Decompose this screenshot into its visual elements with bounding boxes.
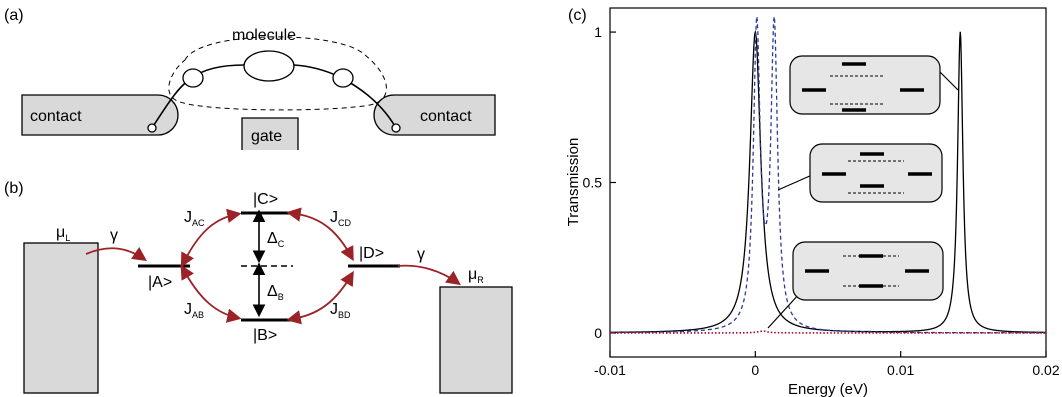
panel-b: (b) μL μR |A> |C> |B> |D> ΔC ΔB γ JAC JA… bbox=[4, 180, 513, 394]
inset-diagram-top bbox=[789, 55, 959, 115]
J-CD-label: JCD bbox=[330, 209, 351, 228]
transmission-series-dotted bbox=[610, 330, 1046, 334]
y-tick-label: 0 bbox=[594, 325, 602, 341]
right-contact bbox=[373, 94, 496, 136]
state-A-label: |A> bbox=[148, 274, 172, 291]
J-AC-label: JAC bbox=[184, 209, 205, 228]
state-C-label: |C> bbox=[253, 191, 278, 208]
left-contact-label: contact bbox=[30, 108, 82, 125]
inset-middle-pointer bbox=[777, 174, 813, 191]
x-tick-label: -0.01 bbox=[594, 362, 626, 378]
panel-c: (c) -0.01 0 0.01 0.02 0 0.5 1 Transmission Ene… bbox=[565, 7, 1060, 397]
molecule-label: molecule bbox=[232, 27, 296, 44]
inset-diagram-bottom bbox=[767, 241, 944, 329]
J-AB-label: JAB bbox=[184, 301, 204, 320]
J-AB-arrow bbox=[180, 264, 242, 323]
inset-diagram-middle bbox=[777, 143, 943, 203]
gamma-left-arrow bbox=[85, 246, 147, 262]
mu-right: μR bbox=[468, 266, 484, 285]
delta-B-label: ΔB bbox=[267, 283, 284, 302]
state-D-label: |D> bbox=[359, 245, 384, 262]
molecule-outline bbox=[168, 36, 387, 111]
molecule-site-center bbox=[243, 50, 295, 82]
gate-label: gate bbox=[251, 128, 282, 145]
J-BD-label: JBD bbox=[330, 301, 351, 320]
anchor-right bbox=[391, 123, 401, 133]
state-B-label: |B> bbox=[253, 327, 277, 344]
panel-c-label: (c) bbox=[568, 7, 587, 24]
gate bbox=[241, 117, 299, 150]
panel-b-label: (b) bbox=[4, 180, 24, 197]
left-reservoir bbox=[23, 242, 99, 394]
J-AC-arrow bbox=[180, 208, 242, 268]
gamma-right-arrow bbox=[397, 264, 461, 286]
inset-top-pointer bbox=[939, 71, 959, 91]
molecule-site-left bbox=[182, 68, 204, 88]
transmission-curves bbox=[609, 16, 1046, 334]
J-CD-arrow bbox=[286, 207, 354, 262]
panel-a-label: (a) bbox=[4, 7, 24, 24]
panel-a: (a) contact contact gate molecule bbox=[4, 7, 496, 150]
x-tick-label: 0.02 bbox=[1032, 362, 1059, 378]
axis-ticks: -0.01 0 0.01 0.02 0 0.5 1 bbox=[583, 24, 1060, 378]
gamma-right-label: γ bbox=[417, 246, 425, 263]
left-contact bbox=[21, 94, 179, 136]
mu-left: μL bbox=[56, 224, 70, 243]
y-tick-label: 1 bbox=[594, 24, 602, 40]
molecule-site-right bbox=[332, 68, 354, 88]
delta-C-label: ΔC bbox=[267, 230, 285, 249]
right-contact-label: contact bbox=[420, 108, 472, 125]
J-BD-arrow bbox=[286, 270, 354, 325]
y-axis-label: Transmission bbox=[565, 138, 582, 227]
y-tick-label: 0.5 bbox=[583, 175, 603, 191]
inset-bottom-pointer bbox=[767, 292, 801, 329]
inset-middle-box bbox=[809, 143, 943, 203]
x-tick-label: 0 bbox=[751, 362, 759, 378]
transmission-series-dashed bbox=[609, 16, 1046, 334]
x-tick-label: 0.01 bbox=[887, 362, 914, 378]
gamma-left-label: γ bbox=[110, 227, 118, 244]
inset-top-box bbox=[789, 55, 941, 115]
anchor-left bbox=[147, 123, 157, 133]
right-reservoir bbox=[439, 286, 513, 394]
inset-bottom-box bbox=[792, 241, 944, 301]
x-axis-label: Energy (eV) bbox=[788, 381, 868, 397]
